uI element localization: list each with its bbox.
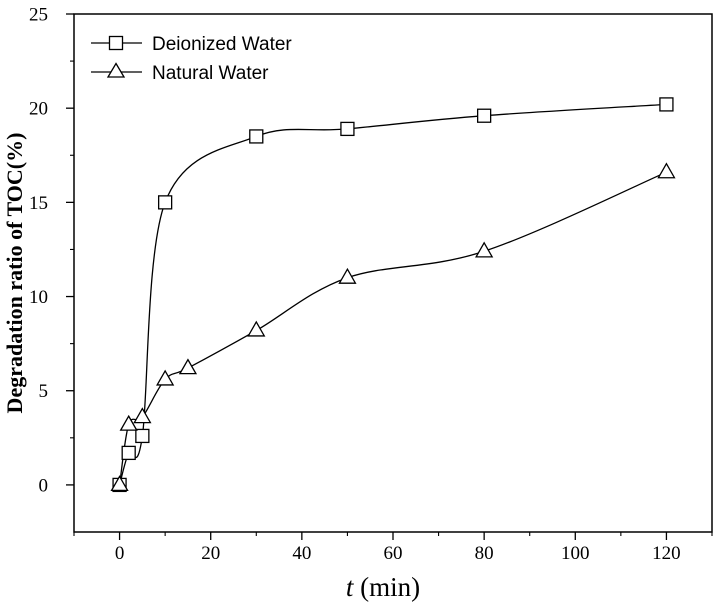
legend-marker-square	[108, 35, 124, 51]
x-tick-label: 100	[561, 543, 590, 564]
x-axis-title: t (min)	[346, 572, 420, 602]
x-tick-label: 60	[384, 543, 403, 564]
x-axis-unit: (min)	[353, 572, 420, 602]
x-tick-label: 80	[475, 543, 494, 564]
y-tick-label: 10	[29, 287, 48, 308]
series-markers	[110, 97, 676, 493]
data-point-square	[135, 428, 150, 444]
data-point-square	[476, 108, 492, 123]
series-line	[118, 103, 667, 486]
data-point-square	[659, 97, 674, 112]
data-point-triangle	[156, 369, 175, 386]
legend: Deionized Water Natural Water	[91, 34, 292, 84]
data-point-square	[249, 129, 264, 144]
legend-label-natural: Natural Water	[152, 63, 269, 84]
data-point-square	[340, 121, 355, 137]
data-point-square	[121, 445, 136, 461]
x-tick-label: 40	[292, 543, 311, 564]
legend-marker-triangle	[106, 62, 126, 78]
legend-label-deionized: Deionized Water	[152, 34, 292, 55]
legend-item-deionized: Deionized Water	[91, 34, 292, 55]
data-point-triangle	[338, 267, 357, 284]
data-point-triangle	[110, 475, 129, 492]
series-curves	[118, 103, 667, 486]
x-axis-variable: t	[346, 572, 355, 602]
axis-ticks: 0 20 40 60 80 100 120 0 5 10 15 20 25	[29, 5, 713, 564]
plot-frame	[73, 13, 713, 533]
data-point-triangle	[657, 162, 676, 179]
legend-item-natural: Natural Water	[91, 62, 269, 84]
y-tick-label: 5	[39, 381, 49, 402]
data-point-triangle	[133, 407, 152, 424]
y-tick-label: 20	[29, 99, 48, 120]
data-point-triangle	[119, 414, 138, 431]
x-tick-label: 0	[115, 543, 125, 564]
y-tick-label: 0	[39, 475, 49, 496]
y-axis-title: Degradation ratio of TOC(%)	[2, 133, 27, 414]
y-tick-label: 15	[29, 193, 48, 214]
x-tick-label: 120	[652, 543, 681, 564]
data-point-triangle	[475, 241, 494, 258]
x-tick-label: 20	[201, 543, 220, 564]
data-point-triangle	[178, 358, 198, 375]
series-line	[118, 171, 667, 485]
y-tick-label: 25	[29, 5, 48, 26]
data-point-square	[157, 195, 173, 210]
data-point-triangle	[247, 320, 266, 337]
